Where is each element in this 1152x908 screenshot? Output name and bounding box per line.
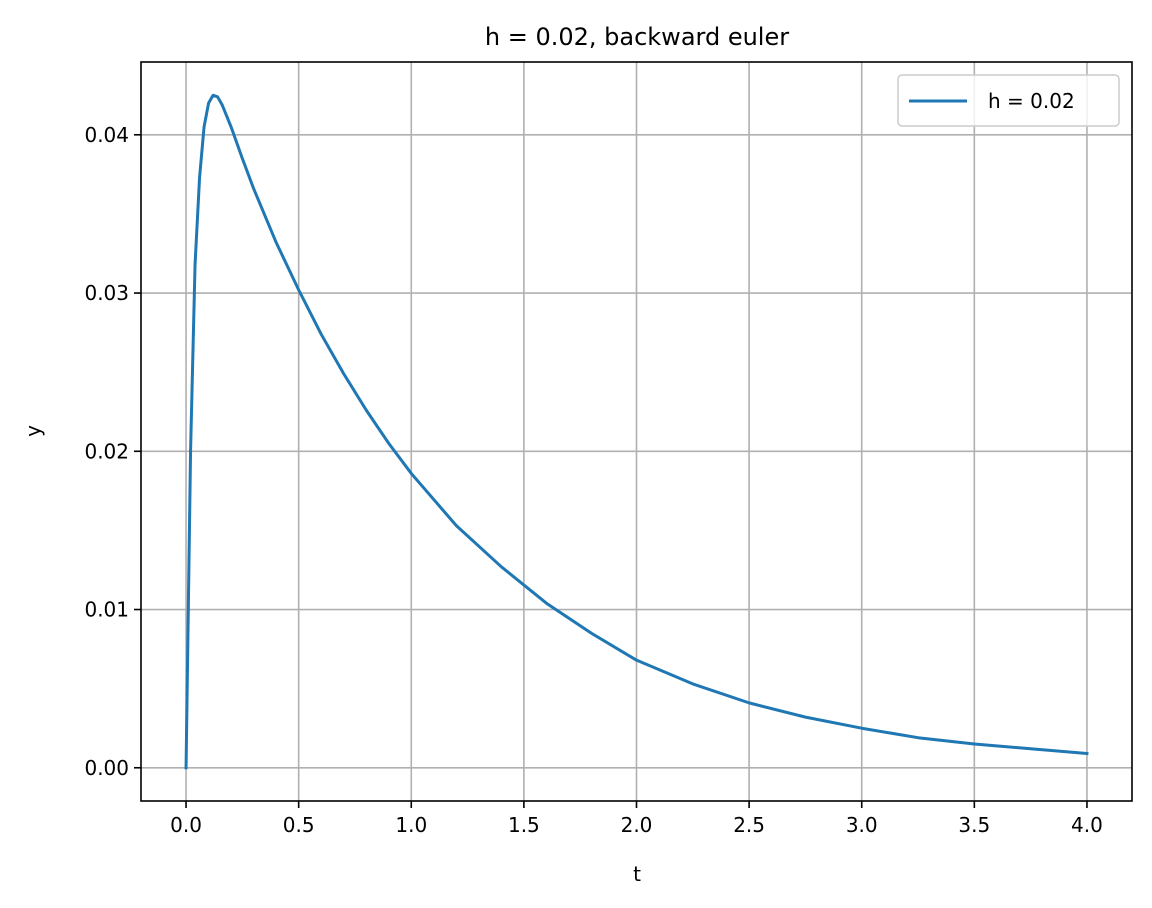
- x-axis-label: t: [633, 862, 641, 886]
- x-tick-label: 2.5: [733, 813, 765, 837]
- x-tick-label: 0.5: [283, 813, 315, 837]
- x-tick-label: 2.0: [621, 813, 653, 837]
- grid: [141, 62, 1132, 801]
- series-line: [184, 93, 1089, 770]
- axis-ticks: 0.0 0.5 1.0 1.5 2.0 2.5 3.0 3.5 4.0 0.00 0.01 0.02 0…: [84, 123, 1102, 837]
- legend-box: [897, 74, 1120, 127]
- x-tick-label: 1.0: [395, 813, 427, 837]
- y-tick-label: 0.02: [84, 439, 129, 463]
- y-tick-label: 0.03: [84, 281, 129, 305]
- y-tick-label: 0.04: [84, 123, 129, 147]
- x-tick-label: 0.0: [170, 813, 202, 837]
- x-tick-label: 1.5: [508, 813, 540, 837]
- y-tick-label: 0.01: [84, 598, 129, 622]
- y-tick-label: 0.00: [84, 756, 129, 780]
- plot-frame: [140, 61, 1133, 802]
- chart-title: h = 0.02, backward euler: [485, 23, 789, 51]
- x-tick-label: 4.0: [1071, 813, 1103, 837]
- x-tick-label: 3.0: [846, 813, 878, 837]
- y-axis-label: y: [21, 425, 45, 437]
- series-layer: [184, 93, 1089, 770]
- legend-label: h = 0.02: [988, 89, 1075, 113]
- x-tick-label: 3.5: [958, 813, 990, 837]
- legend: h = 0.02: [897, 74, 1120, 127]
